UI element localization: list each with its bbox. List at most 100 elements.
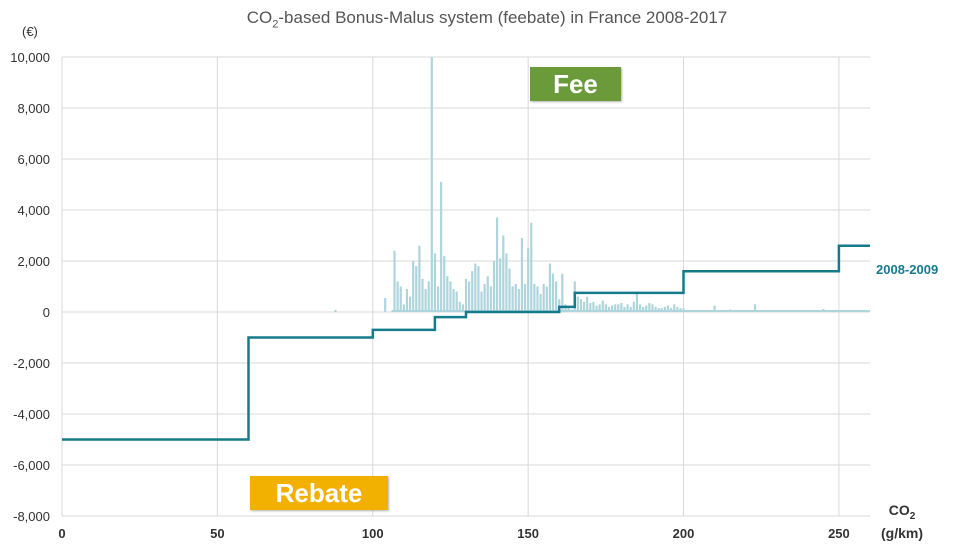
distribution-bar xyxy=(676,306,679,312)
distribution-bar xyxy=(638,304,642,312)
distribution-bar xyxy=(455,291,458,312)
distribution-bar xyxy=(523,283,527,312)
distribution-bar xyxy=(539,294,542,312)
distribution-bar xyxy=(393,250,396,312)
distribution-bar xyxy=(508,268,511,312)
distribution-bar xyxy=(446,276,449,312)
distribution-bar xyxy=(545,286,548,312)
distribution-bar xyxy=(505,253,508,312)
distribution-bar xyxy=(421,278,424,312)
distribution-bar xyxy=(477,266,480,312)
distribution-bar xyxy=(579,299,583,312)
distribution-bar xyxy=(533,283,536,312)
distribution-bar xyxy=(555,281,558,312)
distribution-bar xyxy=(620,303,623,312)
fee-annotation: Fee xyxy=(530,67,621,101)
distribution-bar xyxy=(558,299,561,312)
distribution-bar xyxy=(623,306,626,312)
distribution-bar xyxy=(527,248,530,312)
distribution-bar xyxy=(617,304,620,312)
distribution-bar xyxy=(405,289,409,312)
y-tick-label: 0 xyxy=(43,305,50,320)
distribution-bar xyxy=(536,286,539,312)
distribution-bar xyxy=(651,304,654,312)
y-axis-label: (€) xyxy=(22,24,38,39)
distribution-bar xyxy=(468,281,471,312)
distribution-bar xyxy=(592,301,595,312)
distribution-bar xyxy=(464,278,468,312)
rebate-annotation: Rebate xyxy=(250,476,388,510)
distribution-bar xyxy=(645,305,648,312)
distribution-bar xyxy=(402,304,405,312)
distribution-bar xyxy=(334,309,337,312)
distribution-bar xyxy=(449,281,452,312)
distribution-bar xyxy=(480,291,483,312)
distribution-bar xyxy=(495,217,499,312)
distribution-bar xyxy=(483,283,486,312)
distribution-bar xyxy=(551,273,555,312)
distribution-bar xyxy=(424,289,427,312)
distribution-bar xyxy=(458,301,461,312)
distribution-bar xyxy=(436,286,440,312)
y-tick-label: -2,000 xyxy=(13,356,50,371)
distribution-bar xyxy=(511,286,514,312)
distribution-bar xyxy=(499,258,502,312)
step-series xyxy=(62,244,870,441)
distribution-bar xyxy=(595,305,598,312)
distribution-bar xyxy=(471,271,474,312)
y-tick-label: 2,000 xyxy=(17,254,50,269)
distribution-bar xyxy=(629,306,632,312)
distribution-bar xyxy=(492,261,496,312)
distribution-bar xyxy=(576,296,579,312)
x-axis-label: CO2 (g/km) xyxy=(881,502,923,541)
y-tick-label: -8,000 xyxy=(13,509,50,524)
y-tick-label: 8,000 xyxy=(17,101,50,116)
distribution-bar xyxy=(520,238,524,312)
distribution-bar xyxy=(610,305,614,312)
distribution-bar xyxy=(427,281,430,312)
distribution-bar xyxy=(440,181,443,312)
distribution-bar xyxy=(583,301,586,312)
x-tick-label: 50 xyxy=(210,526,224,541)
distribution-bar xyxy=(384,297,387,312)
x-tick-label: 100 xyxy=(362,526,384,541)
distribution-bar xyxy=(586,296,589,312)
distribution-bar xyxy=(443,255,446,312)
y-tick-label: -6,000 xyxy=(13,458,50,473)
y-tick-label: 10,000 xyxy=(10,50,50,65)
distribution-bar xyxy=(408,296,412,312)
distribution-bar xyxy=(542,283,545,312)
distribution-bar xyxy=(474,263,477,312)
distribution-bar xyxy=(399,286,402,312)
distribution-bar xyxy=(396,281,399,312)
distribution-bar xyxy=(489,286,492,312)
x-tick-label: 250 xyxy=(828,526,850,541)
distribution-bar xyxy=(635,291,639,312)
distribution-bar xyxy=(642,306,645,312)
distribution-bar xyxy=(412,261,415,312)
distribution-bar xyxy=(598,304,601,312)
distribution-bar xyxy=(673,304,676,312)
distribution-bar xyxy=(632,301,635,312)
distribution-bar xyxy=(517,289,520,312)
y-tick-label: -4,000 xyxy=(13,407,50,422)
series-line-2008-2009 xyxy=(62,244,870,441)
distribution-bar xyxy=(666,305,670,312)
distribution-bar xyxy=(604,304,607,312)
distribution-bar xyxy=(648,303,651,312)
distribution-bar xyxy=(561,273,564,312)
distribution-bar xyxy=(567,306,570,312)
distribution-bar xyxy=(530,222,533,312)
distribution-bar xyxy=(433,253,437,312)
distribution-bar xyxy=(564,304,567,312)
distribution-bar xyxy=(452,289,455,312)
y-tick-label: 4,000 xyxy=(17,203,50,218)
distribution-bar xyxy=(514,283,517,312)
tick-labels: -8,000 -6,000 -4,000 -2,000 0 2,000 4,000 6,000… xyxy=(10,50,850,541)
distribution-bar xyxy=(663,306,666,312)
series-label-2008-2009: 2008-2009 xyxy=(876,262,939,277)
distribution-bar xyxy=(502,235,505,312)
x-tick-label: 200 xyxy=(673,526,695,541)
y-tick-label: 6,000 xyxy=(17,152,50,167)
